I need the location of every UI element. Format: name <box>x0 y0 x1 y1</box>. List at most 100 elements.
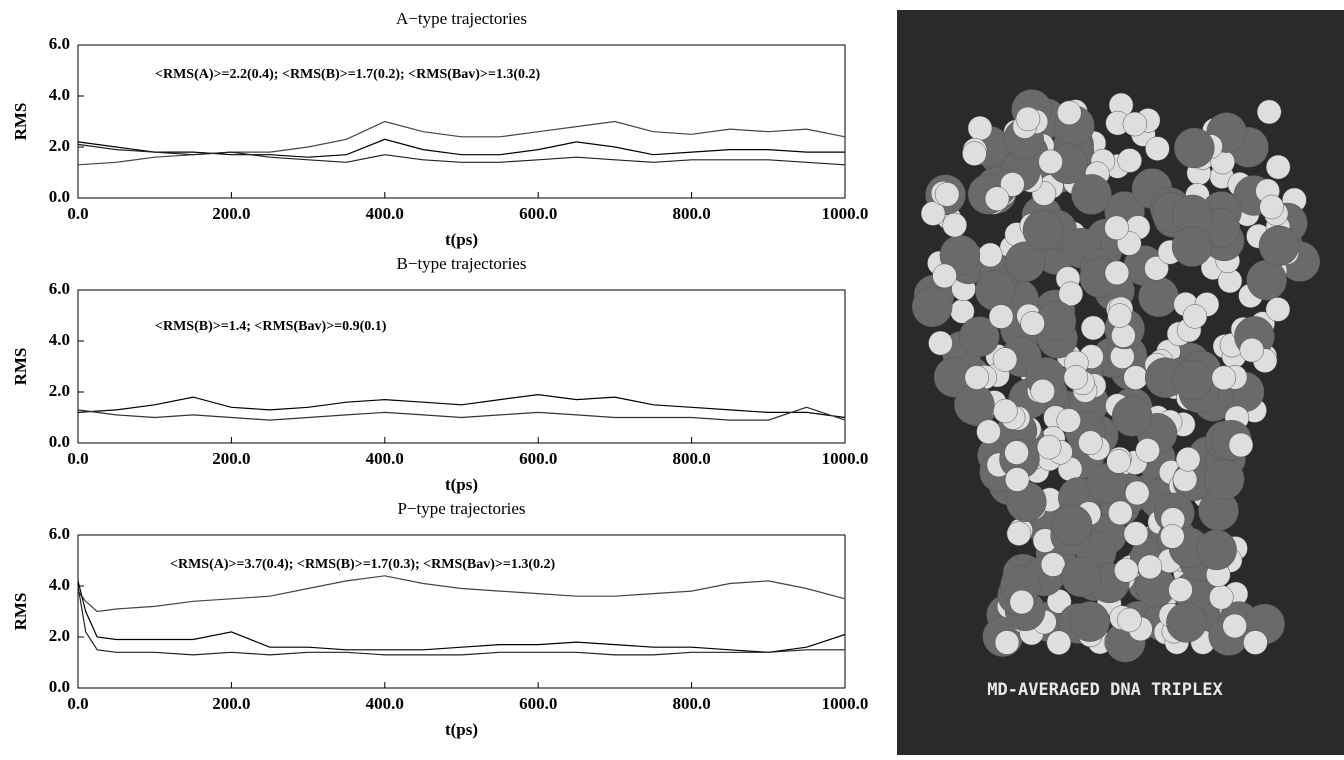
atom <box>1173 360 1213 400</box>
x-tick-label: 1000.0 <box>822 449 869 468</box>
annotation: <RMS(A)>=2.2(0.4); <RMS(B)>=1.7(0.2); <R… <box>155 67 541 82</box>
atom <box>1031 379 1055 403</box>
atom <box>1057 101 1081 125</box>
x-tick-label: 0.0 <box>67 204 88 223</box>
y-axis-label: RMS <box>11 348 30 386</box>
atom <box>1118 149 1142 173</box>
atom <box>1007 522 1031 546</box>
atom <box>1005 441 1029 465</box>
data-line <box>78 395 845 418</box>
y-tick-label: 6.0 <box>49 279 70 298</box>
atom <box>1108 501 1132 525</box>
x-tick-label: 800.0 <box>672 204 710 223</box>
atom <box>1070 602 1110 642</box>
image-caption: MD-AVERAGED DNA TRIPLEX <box>987 680 1223 700</box>
atom <box>933 264 957 288</box>
x-tick-label: 200.0 <box>212 204 250 223</box>
x-tick-label: 800.0 <box>672 449 710 468</box>
atom <box>1016 107 1040 131</box>
atom <box>1172 227 1212 267</box>
y-tick-label: 4.0 <box>49 575 70 594</box>
y-tick-label: 6.0 <box>49 34 70 53</box>
atom <box>1209 585 1233 609</box>
atom <box>1108 304 1132 328</box>
atom <box>1117 608 1141 632</box>
x-axis-label: t(ps) <box>445 230 478 249</box>
atom <box>962 142 986 166</box>
y-tick-label: 4.0 <box>49 85 70 104</box>
y-axis-label: RMS <box>11 103 30 141</box>
atom <box>1176 447 1200 471</box>
x-tick-label: 600.0 <box>519 449 557 468</box>
x-tick-label: 1000.0 <box>822 204 869 223</box>
atom <box>1023 210 1063 250</box>
atom <box>1247 260 1287 300</box>
y-tick-label: 0.0 <box>49 432 70 451</box>
atom <box>1064 365 1088 389</box>
atom <box>1166 602 1206 642</box>
x-tick-label: 800.0 <box>672 694 710 713</box>
atom <box>1243 631 1267 655</box>
y-tick-label: 0.0 <box>49 677 70 696</box>
atom <box>1061 557 1101 597</box>
atom <box>1138 555 1162 579</box>
x-tick-label: 200.0 <box>212 449 250 468</box>
atom <box>1229 433 1253 457</box>
atom <box>1174 128 1214 168</box>
atom <box>1010 590 1034 614</box>
y-tick-label: 2.0 <box>49 136 70 155</box>
chart-title: P−type trajectories <box>397 499 525 518</box>
x-tick-label: 600.0 <box>519 204 557 223</box>
atom <box>1136 438 1160 462</box>
chart-title: A−type trajectories <box>396 9 527 28</box>
atom <box>1112 396 1152 436</box>
annotation: <RMS(B)>=1.4; <RMS(Bav)>=0.9(0.1) <box>155 319 387 334</box>
atom <box>1204 460 1244 500</box>
atom <box>1139 277 1179 317</box>
atom <box>1072 174 1112 214</box>
atom <box>929 331 953 355</box>
x-tick-label: 400.0 <box>366 694 404 713</box>
atom <box>985 187 1009 211</box>
atom <box>1266 297 1290 321</box>
atom <box>1078 431 1102 455</box>
x-tick-label: 200.0 <box>212 694 250 713</box>
annotation: <RMS(A)>=3.7(0.4); <RMS(B)>=1.7(0.3); <R… <box>170 557 556 572</box>
atom <box>912 287 952 327</box>
atom <box>1124 366 1148 390</box>
atom <box>1057 409 1081 433</box>
atom <box>1107 449 1131 473</box>
y-tick-label: 4.0 <box>49 330 70 349</box>
atom <box>1212 366 1236 390</box>
atom <box>1124 522 1148 546</box>
atom <box>1260 195 1284 219</box>
atom <box>978 243 1002 267</box>
atom <box>1005 468 1029 492</box>
atom <box>1105 216 1129 240</box>
atom <box>1223 614 1247 638</box>
atom <box>1081 316 1105 340</box>
x-tick-label: 400.0 <box>366 204 404 223</box>
atom <box>1266 155 1290 179</box>
atom <box>1047 631 1071 655</box>
atom <box>993 399 1017 423</box>
atom <box>1125 481 1149 505</box>
atom <box>1123 112 1147 136</box>
atom <box>989 305 1013 329</box>
x-tick-label: 0.0 <box>67 694 88 713</box>
atom <box>993 348 1017 372</box>
data-line <box>78 122 845 165</box>
atom <box>965 366 989 390</box>
atom <box>1197 530 1237 570</box>
atom <box>935 182 959 206</box>
y-axis-label: RMS <box>11 593 30 631</box>
atom <box>1105 261 1129 285</box>
atom <box>1021 311 1045 335</box>
atom <box>1183 304 1207 328</box>
atom <box>1240 338 1264 362</box>
atom <box>1114 558 1138 582</box>
atom <box>1259 226 1299 266</box>
x-axis-label: t(ps) <box>445 475 478 494</box>
data-line <box>78 407 845 420</box>
atom <box>1052 505 1092 545</box>
